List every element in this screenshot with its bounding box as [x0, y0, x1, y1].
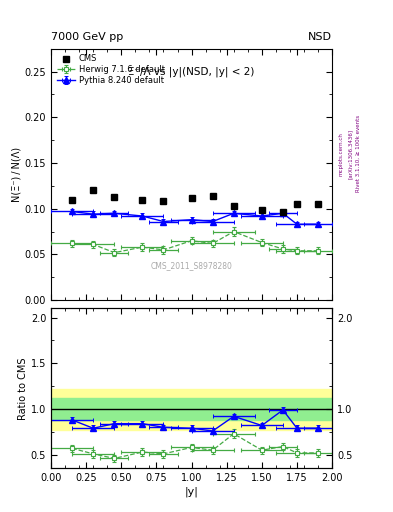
Y-axis label: Ratio to CMS: Ratio to CMS: [18, 357, 28, 420]
Text: NSD: NSD: [308, 32, 332, 42]
Bar: [51, 389, 332, 430]
Text: 7000 GeV pp: 7000 GeV pp: [51, 32, 123, 42]
CMS: [70, 197, 75, 203]
Text: [arXiv:1306.3436]: [arXiv:1306.3436]: [347, 129, 353, 179]
Text: mcplots.cern.ch: mcplots.cern.ch: [339, 132, 344, 176]
Bar: [51, 398, 332, 420]
CMS: [91, 187, 95, 194]
CMS: [210, 193, 215, 199]
CMS: [231, 203, 236, 209]
Legend: CMS, Herwig 7.1.6 default, Pythia 8.240 default: CMS, Herwig 7.1.6 default, Pythia 8.240 …: [55, 53, 166, 87]
CMS: [259, 206, 264, 212]
CMS: [189, 195, 194, 201]
Text: Ξ⁻/Λ vs |y|(NSD, |y| < 2): Ξ⁻/Λ vs |y|(NSD, |y| < 2): [129, 66, 255, 77]
CMS: [140, 197, 145, 203]
Text: CMS_2011_S8978280: CMS_2011_S8978280: [151, 261, 233, 270]
Y-axis label: N(Ξ⁻) / N(Λ): N(Ξ⁻) / N(Λ): [12, 147, 22, 202]
CMS: [112, 194, 117, 200]
CMS: [161, 198, 166, 204]
Line: CMS: CMS: [69, 187, 321, 216]
CMS: [281, 209, 285, 216]
CMS: [295, 201, 299, 207]
X-axis label: |y|: |y|: [185, 486, 198, 497]
Text: Rivet 3.1.10, ≥ 100k events: Rivet 3.1.10, ≥ 100k events: [356, 115, 361, 192]
CMS: [316, 201, 320, 207]
